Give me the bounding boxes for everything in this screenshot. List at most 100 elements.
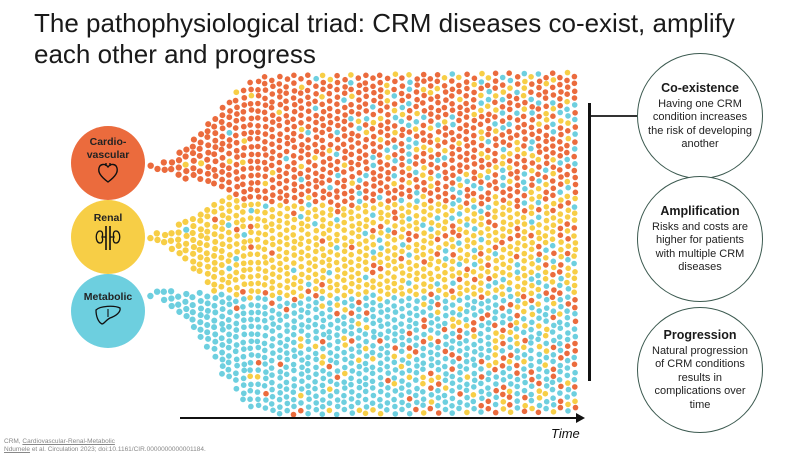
particle-dot [233,191,239,198]
particle-dot [528,276,535,282]
particle-dot [412,161,419,167]
particle-dot [298,307,305,313]
particle-dot [406,337,413,344]
particle-dot [549,236,556,242]
particle-dot [500,297,507,304]
particle-dot [550,271,556,278]
particle-dot [434,251,441,257]
particle-dot [334,136,341,143]
particle-dot [356,343,362,349]
particle-dot [434,215,441,221]
particle-dot [550,264,557,271]
particle-dot [536,351,543,358]
particle-dot [514,262,521,268]
particle-dot [226,179,232,186]
particle-dot [550,129,557,135]
particle-dot [471,75,478,82]
particle-dot [413,103,419,110]
particle-dot [477,337,484,344]
particle-dot [471,239,477,246]
particle-dot [363,338,369,345]
particle-dot [506,165,513,171]
particle-dot [369,385,376,391]
particle-dot [471,298,478,305]
particle-dot [506,93,513,99]
particle-dot [254,208,261,215]
particle-dot [277,260,283,267]
particle-dot [320,144,326,151]
particle-dot [550,409,557,415]
particle-dot [291,181,298,187]
particle-dot [434,180,441,186]
particle-dot [270,264,276,271]
particle-dot [313,356,319,363]
particle-dot [305,288,312,295]
particle-dot [521,157,527,164]
particle-dot [428,356,435,362]
particle-dot [421,216,427,222]
particle-dot [327,83,333,90]
particle-dot [334,231,340,238]
particle-dot [277,361,284,368]
particle-dot [543,80,550,87]
particle-dot [254,331,261,338]
particle-dot [521,344,527,351]
particle-dot [370,284,376,291]
particle-dot [234,248,240,255]
particle-dot [196,289,203,296]
particle-dot [513,326,520,332]
particle-dot [449,71,456,77]
particle-dot [421,144,427,151]
particle-dot [204,279,211,286]
particle-dot [334,115,341,122]
particle-dot [276,173,283,180]
particle-dot [255,352,261,359]
particle-dot [371,176,377,182]
particle-dot [543,117,550,123]
particle-dot [291,88,298,94]
particle-dot [485,117,491,124]
particle-dot [262,347,268,354]
particle-dot [277,210,283,217]
particle-dot [477,287,484,293]
particle-dot [427,133,433,139]
particle-dot [305,72,311,78]
particle-dot [521,308,527,315]
particle-dot [391,303,397,309]
particle-dot [326,371,333,377]
particle-dot [457,154,463,160]
particle-dot [168,159,176,166]
particle-dot [557,102,563,109]
particle-dot [384,400,391,406]
particle-dot [528,269,535,276]
particle-dot [370,170,377,176]
particle-dot [428,111,434,117]
particle-dot [175,221,183,228]
particle-dot [457,110,463,117]
particle-dot [255,259,262,266]
particle-dot [499,160,506,167]
particle-dot [399,406,405,413]
particle-dot [334,281,340,288]
particle-dot [291,324,297,331]
particle-dot [398,284,405,291]
particle-dot [262,180,269,187]
kidneys-icon [94,225,122,251]
particle-dot [276,180,283,187]
particle-dot [335,172,341,179]
particle-dot [283,148,290,155]
particle-dot [392,266,399,272]
particle-dot [262,209,268,216]
particle-dot [565,256,571,263]
footnote-link-author[interactable]: Ndumele [4,446,31,453]
particle-dot [558,118,564,124]
particle-dot [320,252,327,259]
particle-dot [234,183,241,190]
particle-dot [384,132,391,139]
particle-dot [384,255,391,262]
particle-dot [514,168,520,175]
footnote-link-crm[interactable]: Cardiovascular-Renal-Metabolic [22,438,115,445]
particle-dot [542,174,549,180]
particle-dot [414,76,421,82]
particle-dot [514,376,521,383]
